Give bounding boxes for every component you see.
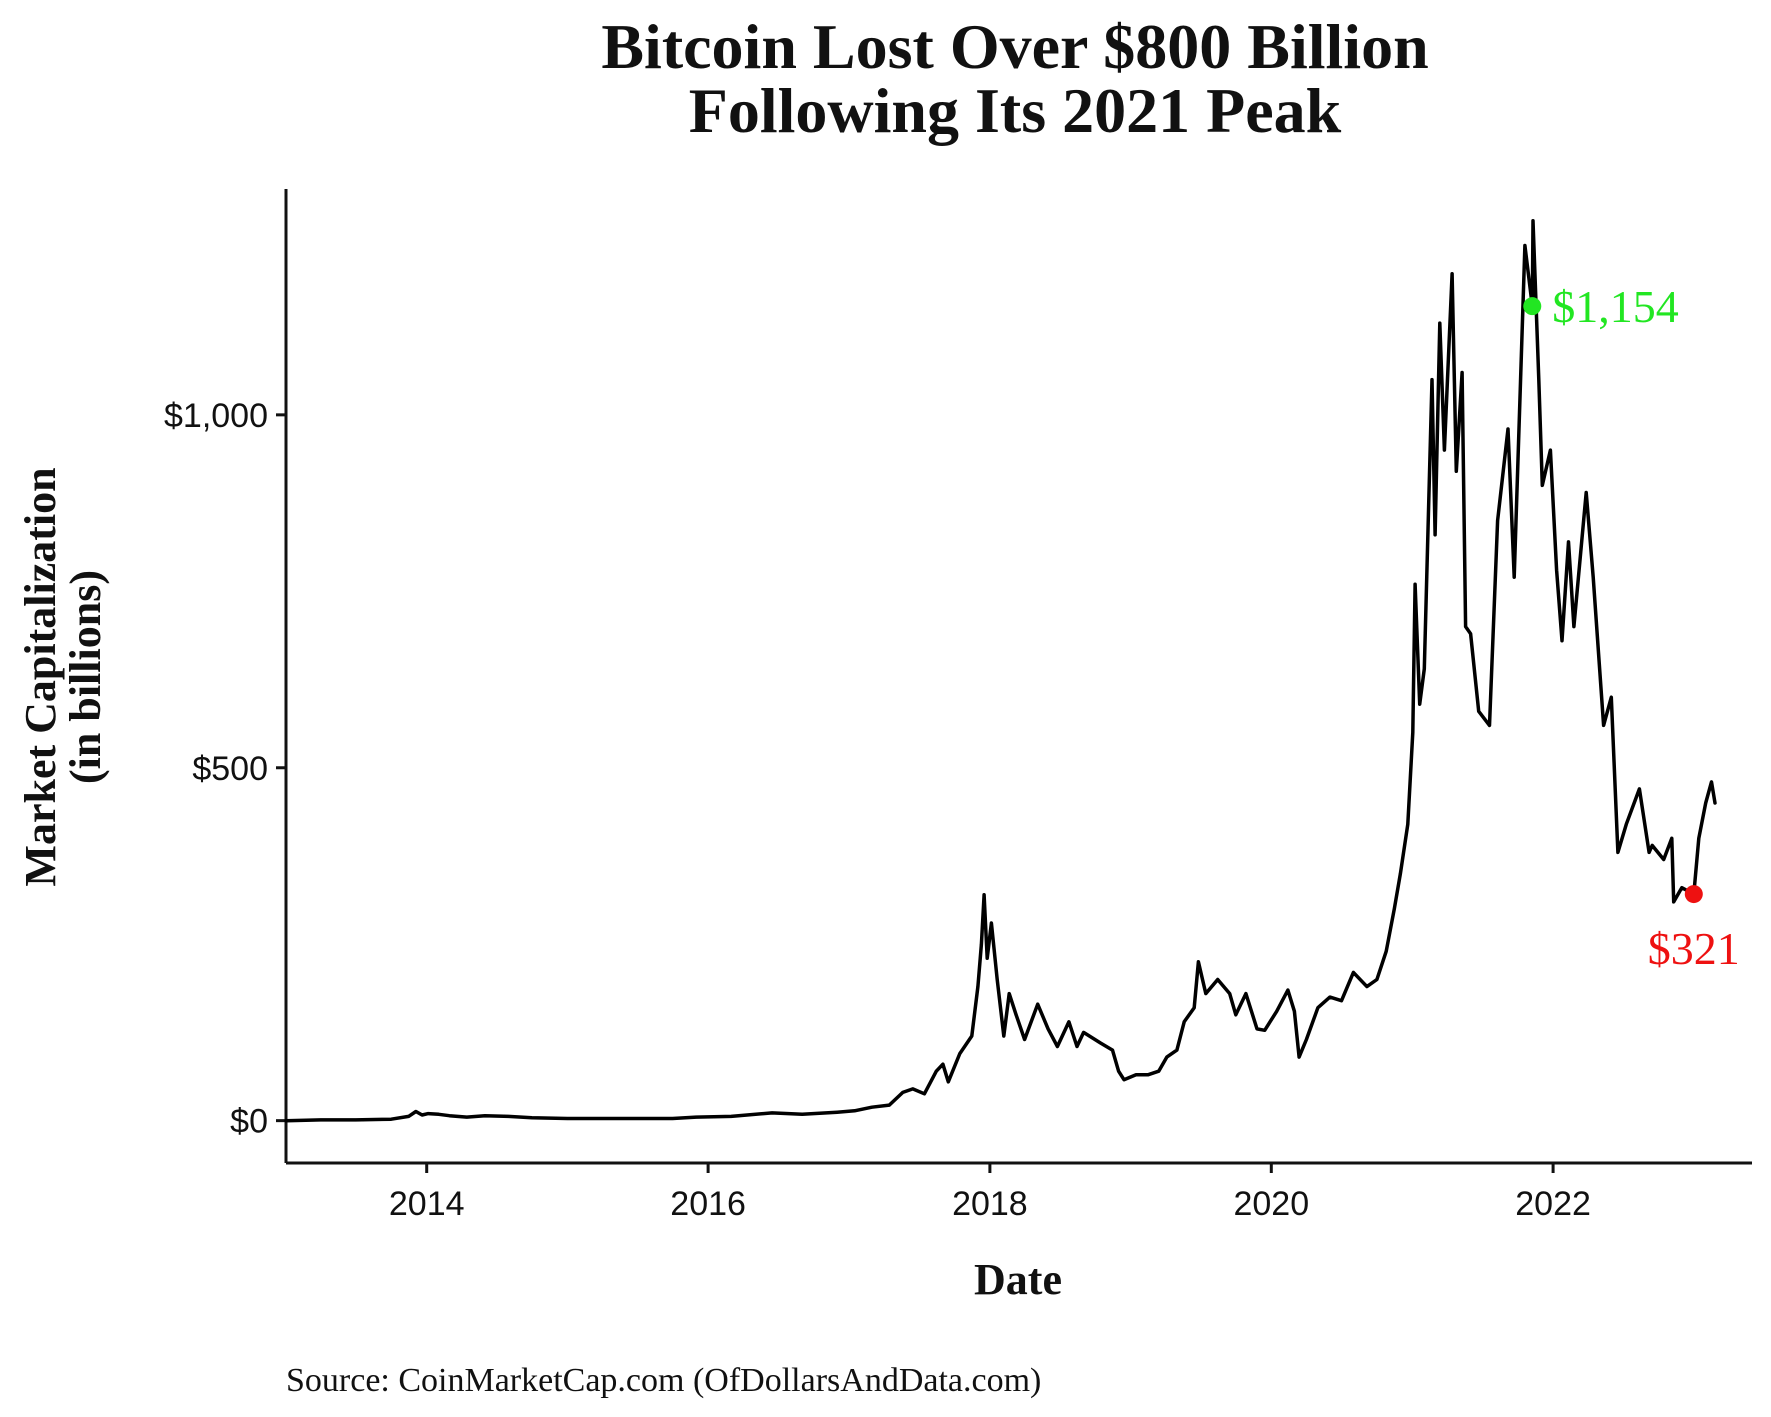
chart-title-line-2: Following Its 2021 Peak	[689, 75, 1342, 146]
annotation-point	[1684, 885, 1703, 904]
annotation-label: $321	[1648, 923, 1740, 974]
chart-title-line-1: Bitcoin Lost Over $800 Billion	[601, 11, 1428, 82]
x-tick-label: 2018	[952, 1185, 1028, 1223]
x-tick-label: 2016	[670, 1185, 746, 1223]
y-axis: $0 $500 $1,000	[164, 189, 288, 1163]
annotations: $1,154 $321	[1523, 281, 1740, 974]
y-axis-title-line-2: (in billions)	[61, 570, 110, 784]
y-axis-title-line-1: Market Capitalization	[16, 467, 65, 886]
annotation-point	[1523, 297, 1542, 316]
y-tick-label: $0	[230, 1103, 268, 1141]
annotation-label: $1,154	[1552, 281, 1679, 332]
x-tick-label: 2014	[389, 1185, 465, 1223]
market-cap-line	[284, 219, 1717, 1123]
y-ticks: $0 $500 $1,000	[164, 397, 286, 1141]
x-tick-label: 2022	[1515, 1185, 1591, 1223]
x-tick-label: 2020	[1233, 1185, 1309, 1223]
x-ticks: 2014 2016 2018 2020 2022	[389, 1163, 1591, 1223]
y-tick-label: $1,000	[164, 397, 268, 435]
source-note: Source: CoinMarketCap.com (OfDollarsAndD…	[286, 1362, 1041, 1399]
x-axis-title: Date	[974, 1255, 1062, 1304]
y-tick-label: $500	[192, 750, 268, 788]
x-axis: 2014 2016 2018 2020 2022	[286, 1161, 1752, 1223]
